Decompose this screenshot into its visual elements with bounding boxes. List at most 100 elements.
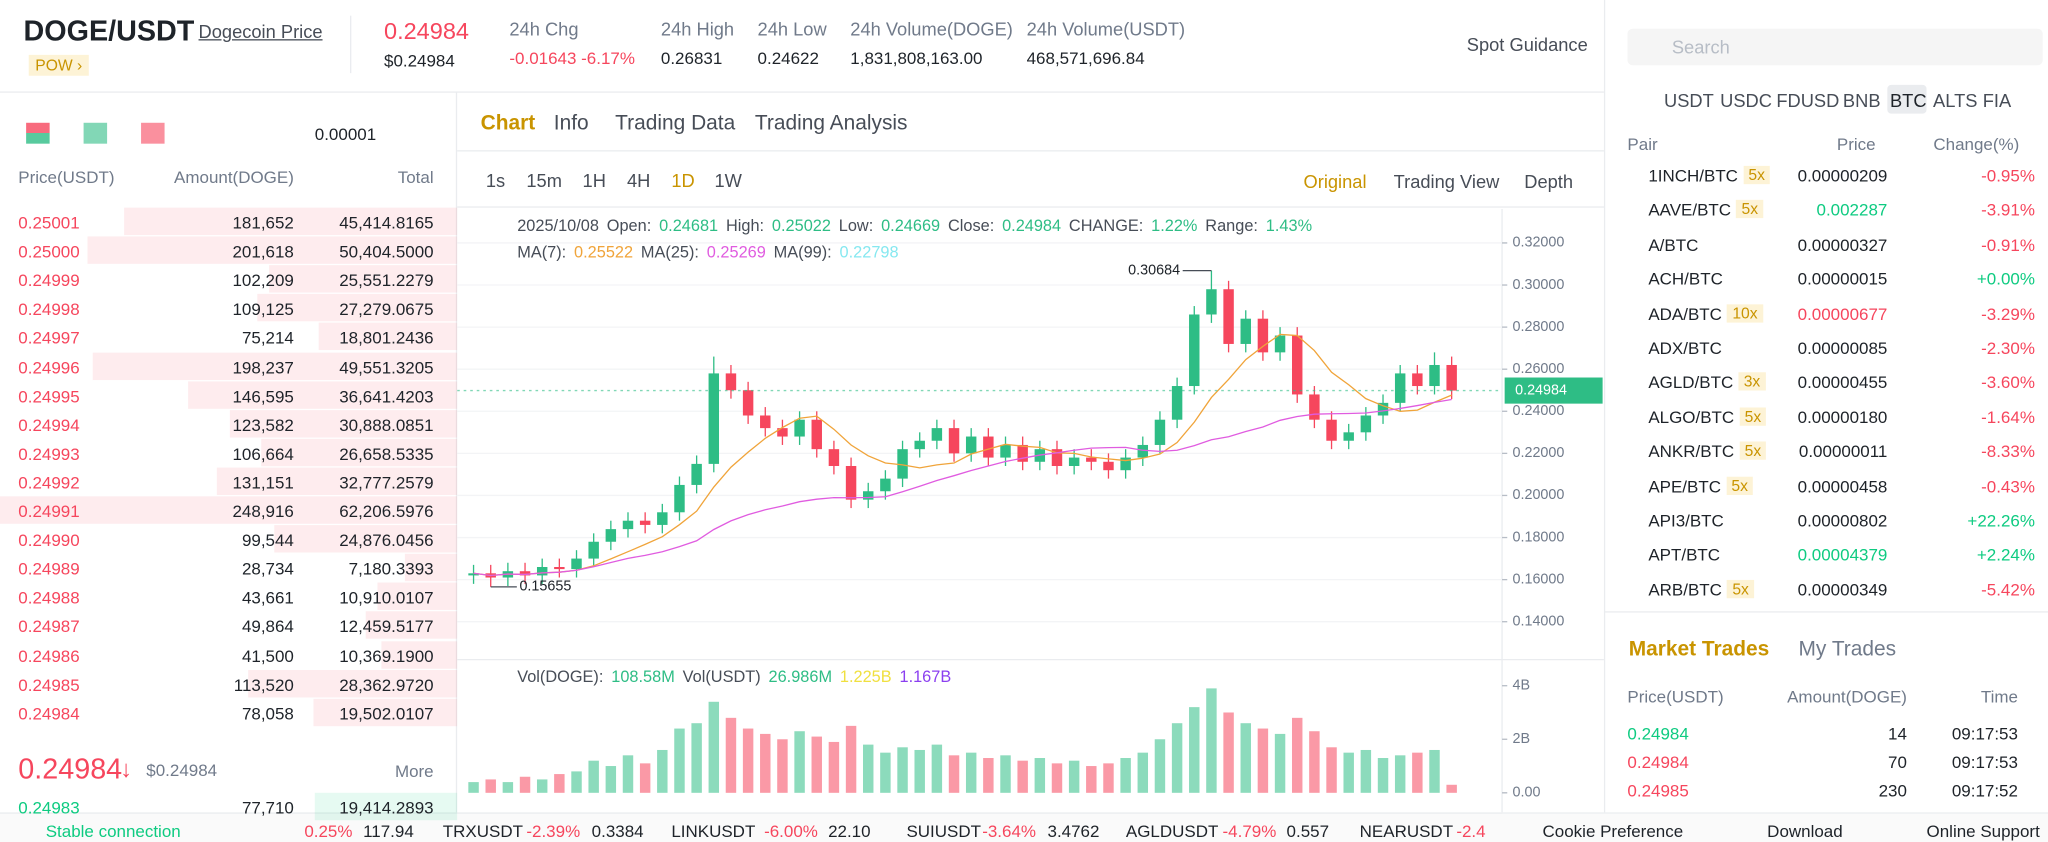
y-tick-label: 0.30000 [1512, 277, 1564, 293]
ask-price: 0.24984 [18, 703, 80, 724]
market-tab[interactable]: BNB [1842, 90, 1881, 112]
ticker-change: -2.39% [526, 821, 581, 842]
chart-tab[interactable]: Trading Data [615, 112, 736, 135]
interval[interactable]: 1D [671, 169, 695, 191]
pair[interactable]: A/BTC [1648, 234, 1699, 255]
legend-text: Low: [838, 216, 874, 236]
pair[interactable]: ANKR/BTC [1648, 441, 1735, 462]
candle-body [1120, 457, 1131, 471]
volume-bar [1103, 763, 1114, 793]
stat-label: 24h Volume(USDT) [1026, 18, 1186, 40]
badge: POW › [28, 54, 89, 76]
divider [457, 150, 1604, 152]
market-tab[interactable]: USDC [1720, 90, 1772, 112]
pair[interactable]: ADX/BTC [1648, 338, 1722, 358]
leverage-badge: 5x [1739, 407, 1767, 426]
link[interactable]: Dogecoin Price [198, 20, 323, 42]
stat-value: 468,571,696.84 [1026, 48, 1145, 68]
candle-body [845, 465, 857, 500]
pair-price: 0.00000209 [1797, 165, 1888, 186]
market-tab[interactable]: FIA [1982, 90, 2012, 112]
ask-price: 0.24999 [18, 270, 80, 291]
bid-total: 19,414.2893 [339, 798, 434, 818]
pair[interactable]: ACH/BTC [1648, 269, 1723, 289]
volume-bar [708, 701, 720, 793]
precision[interactable]: 0.00001 [314, 124, 377, 144]
candle-body [880, 478, 891, 492]
pair[interactable]: 1INCH/BTC [1648, 165, 1738, 186]
pair[interactable]: AAVE/BTC [1648, 200, 1732, 220]
column-header[interactable]: Pair [1627, 134, 1658, 155]
chart-tab[interactable]: Chart [480, 112, 536, 135]
interval[interactable]: 4H [626, 169, 651, 191]
ask-amount: 113,520 [233, 674, 294, 695]
search-placeholder[interactable]: Search [1671, 36, 1730, 58]
volume-bar [811, 736, 822, 793]
pair-price: 0.00004379 [1797, 545, 1888, 565]
candle-body [1223, 289, 1234, 344]
volume-bar [1377, 758, 1389, 793]
pair[interactable]: ADA/BTC [1648, 303, 1722, 324]
search-box[interactable] [1627, 28, 2043, 66]
view-tab[interactable]: Original [1303, 171, 1367, 192]
candle-body [691, 463, 702, 485]
guidance[interactable]: Spot Guidance [1466, 33, 1588, 55]
volume-bar [1137, 752, 1149, 793]
pair-change: +22.26% [1967, 510, 2035, 531]
status-link[interactable]: Download [1767, 821, 1843, 842]
pair[interactable]: APT/BTC [1648, 545, 1721, 565]
status-link[interactable]: Online Support [1926, 821, 2040, 842]
pair-change: -3.91% [1981, 200, 2035, 220]
market-tab[interactable]: USDT [1663, 90, 1714, 112]
volume-bar [948, 755, 960, 793]
market-tab[interactable]: BTC [1889, 90, 1927, 112]
volume-bar [760, 733, 771, 793]
candle-body [1343, 432, 1354, 441]
status-link[interactable]: Cookie Preference [1542, 821, 1684, 842]
ticker-symbol[interactable]: NEARUSDT [1359, 821, 1454, 842]
market-tab[interactable]: FDUSD [1776, 90, 1840, 112]
ticker-symbol[interactable]: AGLDUSDT [1125, 821, 1219, 842]
interval[interactable]: 1s [485, 169, 506, 191]
column-header[interactable]: Price [1836, 134, 1876, 155]
market-tab[interactable]: ALTS [1933, 90, 1978, 112]
ask-total: 62,206.5976 [339, 501, 434, 522]
candle-body [983, 436, 994, 458]
interval[interactable]: 1H [582, 169, 606, 191]
ticker-symbol[interactable]: LINKUSDT [671, 821, 756, 842]
layout-icon[interactable] [26, 122, 50, 144]
more[interactable]: More [394, 761, 434, 782]
ticker-symbol[interactable]: SUIUSDT [906, 821, 981, 842]
layout-icon[interactable] [83, 122, 108, 144]
leverage-badge: 10x [1727, 303, 1763, 323]
layout-icon[interactable] [141, 122, 165, 144]
pair-change: -0.95% [1981, 165, 2035, 186]
trades-tab[interactable]: My Trades [1798, 638, 1897, 661]
column-header[interactable]: Change(%) [1933, 134, 2020, 155]
ticker-symbol[interactable]: TRXUSDT [442, 821, 523, 842]
chart-tab[interactable]: Trading Analysis [754, 112, 908, 135]
y-tick-label: 0.20000 [1512, 487, 1564, 503]
ask-amount: 41,500 [241, 645, 294, 666]
view-tab[interactable]: Depth [1524, 171, 1574, 192]
pair[interactable]: ALGO/BTC [1648, 407, 1735, 427]
volume-bar [983, 758, 994, 793]
divider [1603, 0, 1606, 813]
chart-tab[interactable]: Info [553, 112, 589, 135]
interval[interactable]: 15m [526, 169, 562, 191]
view-tab[interactable]: Trading View [1393, 171, 1500, 192]
pair[interactable]: APE/BTC [1648, 476, 1721, 496]
pair[interactable]: ARB/BTC [1648, 579, 1722, 600]
pair-change: -0.91% [1981, 234, 2035, 255]
pair[interactable]: AGLD/BTC [1648, 372, 1734, 393]
candle-body [1086, 457, 1097, 462]
price-tag-label: 0.24984 [1515, 382, 1567, 398]
column-header: Amount(DOGE) [174, 167, 294, 187]
ask-total: 18,801.2436 [339, 328, 434, 348]
pair-price: 0.00000458 [1797, 476, 1888, 496]
pair[interactable]: API3/BTC [1648, 510, 1724, 531]
candle-body [1000, 444, 1011, 458]
interval[interactable]: 1W [714, 169, 742, 191]
candle-body [1017, 444, 1028, 462]
trades-tab[interactable]: Market Trades [1628, 638, 1770, 661]
